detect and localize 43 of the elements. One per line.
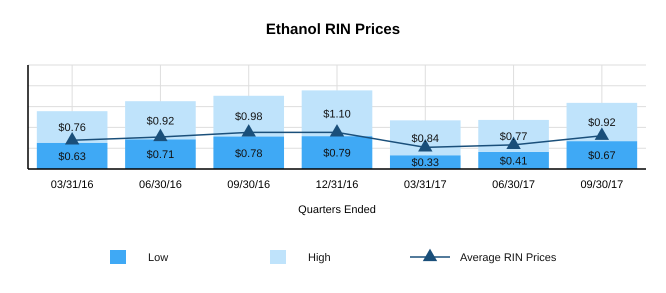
point — [153, 128, 168, 142]
data-label: $0.41 — [500, 155, 528, 168]
bar — [566, 141, 638, 169]
x-tick-label: 06/30/17 — [492, 179, 535, 191]
legend-label: Low — [148, 252, 168, 264]
bar — [302, 136, 372, 169]
bar — [390, 120, 461, 156]
data-label: $0.77 — [500, 130, 528, 143]
data-label: $1.10 — [323, 108, 351, 120]
bar — [36, 111, 108, 143]
data-label: $0.79 — [323, 148, 351, 160]
bar — [478, 120, 549, 152]
x-tick-label: 06/30/16 — [139, 179, 182, 191]
point — [594, 127, 610, 140]
legend-label: Average RIN Prices — [460, 252, 557, 264]
data-label: $0.78 — [234, 148, 262, 160]
data-label: $0.98 — [234, 111, 262, 124]
x-tick-label: 12/31/16 — [316, 179, 358, 191]
data-label: $0.67 — [588, 150, 616, 162]
x-tick-label: 03/31/16 — [50, 179, 94, 191]
x-tick-label: 09/30/16 — [227, 179, 270, 191]
chart-title: Ethanol RIN Prices — [266, 21, 400, 38]
x-axis-title: Quarters Ended — [298, 204, 376, 216]
bar — [125, 101, 196, 140]
data-label: $0.63 — [58, 150, 86, 163]
data-label: $0.71 — [146, 149, 174, 162]
point — [330, 124, 344, 137]
bar — [302, 90, 372, 136]
legend-label: High — [308, 252, 331, 264]
data-label: $0.76 — [58, 122, 86, 134]
bar — [125, 139, 196, 169]
x-tick-label: 09/30/17 — [580, 179, 624, 191]
x-tick-label: 03/31/17 — [404, 179, 447, 191]
point — [242, 124, 256, 137]
bar — [36, 142, 108, 169]
data-label: $0.33 — [412, 157, 440, 170]
data-label: $0.92 — [146, 115, 174, 128]
bar — [566, 102, 638, 142]
data-label: $0.92 — [588, 116, 616, 129]
data-label: $0.84 — [412, 132, 440, 145]
point — [64, 132, 80, 144]
bar — [213, 136, 284, 169]
bar — [213, 96, 284, 137]
